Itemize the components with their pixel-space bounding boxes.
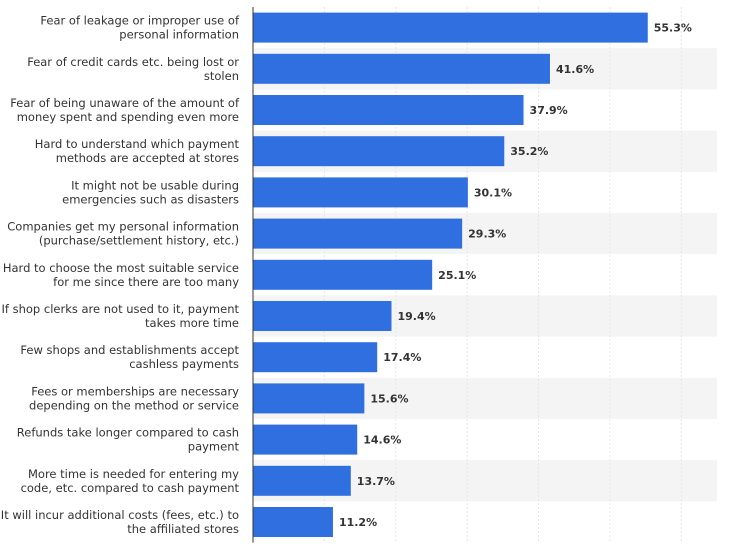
bar[interactable] [253,218,463,249]
value-label: 11.2% [339,516,377,529]
value-label: 29.3% [468,228,506,241]
category-label: If shop clerks are not used to it, payme… [2,302,240,330]
value-label: 14.6% [363,434,401,447]
category-labels: Fear of leakage or improper use of person… [1,14,240,536]
value-label: 55.3% [654,22,692,35]
category-label: Refunds take longer compared to cash paym… [17,426,240,454]
bar[interactable] [253,177,468,208]
bar[interactable] [253,507,333,537]
category-label: Hard to understand which payment methods … [35,137,240,165]
category-label: It will incur additional costs (fees, et… [1,508,239,536]
category-label: Fear of being unaware of the amount of mo… [10,96,240,124]
bar[interactable] [253,424,358,455]
value-label: 30.1% [474,186,512,199]
value-labels: 55.3% 41.6% 37.9% 35.2% 30.1% 29.3% 25.1% 19.4%… [339,22,692,529]
category-label: Companies get my personal information (pu… [7,220,239,248]
bar[interactable] [253,12,648,43]
category-label: More time is needed for entering my code,… [21,467,240,495]
bar[interactable] [253,53,550,84]
value-label: 37.9% [530,104,568,117]
bar[interactable] [253,465,351,496]
category-label: Fear of leakage or improper use of person… [40,14,240,42]
value-label: 41.6% [556,63,594,76]
bar[interactable] [253,95,524,125]
bar[interactable] [253,136,505,167]
value-label: 17.4% [383,351,421,364]
category-label: Hard to choose the most suitable service… [3,261,239,289]
category-label: Few shops and establishments accept cashl… [20,343,239,371]
category-label: It might not be usable during emergencies… [62,178,239,206]
category-label: Fear of credit cards etc. being lost or s… [27,55,239,83]
category-label: Fees or memberships are necessary dependi… [29,384,239,412]
value-label: 25.1% [438,269,476,282]
value-label: 13.7% [357,475,395,488]
bars [253,12,648,537]
value-label: 15.6% [370,392,408,405]
value-label: 19.4% [397,310,435,323]
bar[interactable] [253,383,365,414]
bar[interactable] [253,259,433,290]
bar[interactable] [253,301,392,331]
value-label: 35.2% [510,145,548,158]
bar[interactable] [253,342,378,373]
